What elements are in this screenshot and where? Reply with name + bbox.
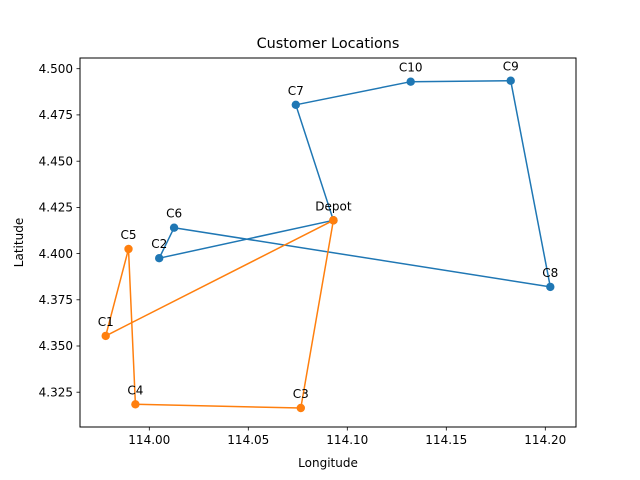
- series-2-point-c1: [101, 331, 110, 341]
- y-tick-label: 4.425: [39, 201, 73, 215]
- series-1-point-c7: [291, 100, 300, 110]
- point-label-c10: C10: [399, 61, 423, 75]
- plot-frame: [79, 57, 577, 428]
- y-axis-ticks: 4.325 4.350 4.375 4.400 4.425 4.450 4.475 4.500: [39, 62, 80, 399]
- series-2-route-line: [104, 219, 335, 409]
- series-1: [155, 76, 555, 292]
- series-2-point-c4: [131, 400, 140, 409]
- x-tick-label: 114.20: [524, 433, 566, 447]
- y-tick-label: 4.325: [39, 385, 73, 399]
- point-label-depot: Depot: [315, 199, 352, 213]
- x-axis-label: Longitude: [298, 456, 358, 470]
- y-tick-label: 4.500: [39, 62, 73, 76]
- point-label-c7: C7: [288, 84, 304, 98]
- x-axis-ticks: 114.00 114.05 114.10 114.15 114.20: [128, 427, 566, 447]
- point-label-c3: C3: [293, 387, 309, 401]
- series-1-point-c10: [406, 77, 415, 86]
- point-label-c5: C5: [120, 228, 136, 242]
- series-2-point-depot: [329, 216, 338, 225]
- series-1-point-c2: [155, 254, 164, 263]
- x-tick-label: 114.10: [326, 433, 368, 447]
- series-1-route-line: [158, 79, 552, 288]
- y-tick-label: 4.350: [39, 339, 73, 353]
- point-label-layer: Depot C1 C2 C3 C4 C5 C6 C7 C8 C9 C10: [98, 60, 559, 401]
- y-tick-label: 4.475: [39, 108, 73, 122]
- point-label-c9: C9: [503, 60, 519, 74]
- point-label-c2: C2: [151, 237, 167, 251]
- point-label-c1: C1: [98, 315, 114, 329]
- series-2: [101, 216, 338, 413]
- y-tick-label: 4.375: [39, 293, 73, 307]
- y-tick-label: 4.450: [39, 154, 73, 168]
- point-label-c4: C4: [127, 383, 143, 397]
- y-tick-label: 4.400: [39, 247, 73, 261]
- point-label-c6: C6: [166, 207, 182, 221]
- chart-title: Customer Locations: [257, 36, 400, 52]
- series-1-point-c8: [546, 282, 555, 292]
- series-2-point-c5: [124, 244, 133, 254]
- series-layer: [101, 76, 555, 413]
- series-2-point-c3: [296, 403, 305, 413]
- x-tick-label: 114.15: [425, 433, 467, 447]
- x-tick-label: 114.00: [128, 433, 170, 447]
- series-1-point-c9: [506, 76, 515, 85]
- y-axis-label: Latitude: [12, 218, 26, 267]
- x-tick-label: 114.05: [227, 433, 269, 447]
- point-label-c8: C8: [542, 266, 558, 280]
- series-1-point-c6: [169, 223, 179, 232]
